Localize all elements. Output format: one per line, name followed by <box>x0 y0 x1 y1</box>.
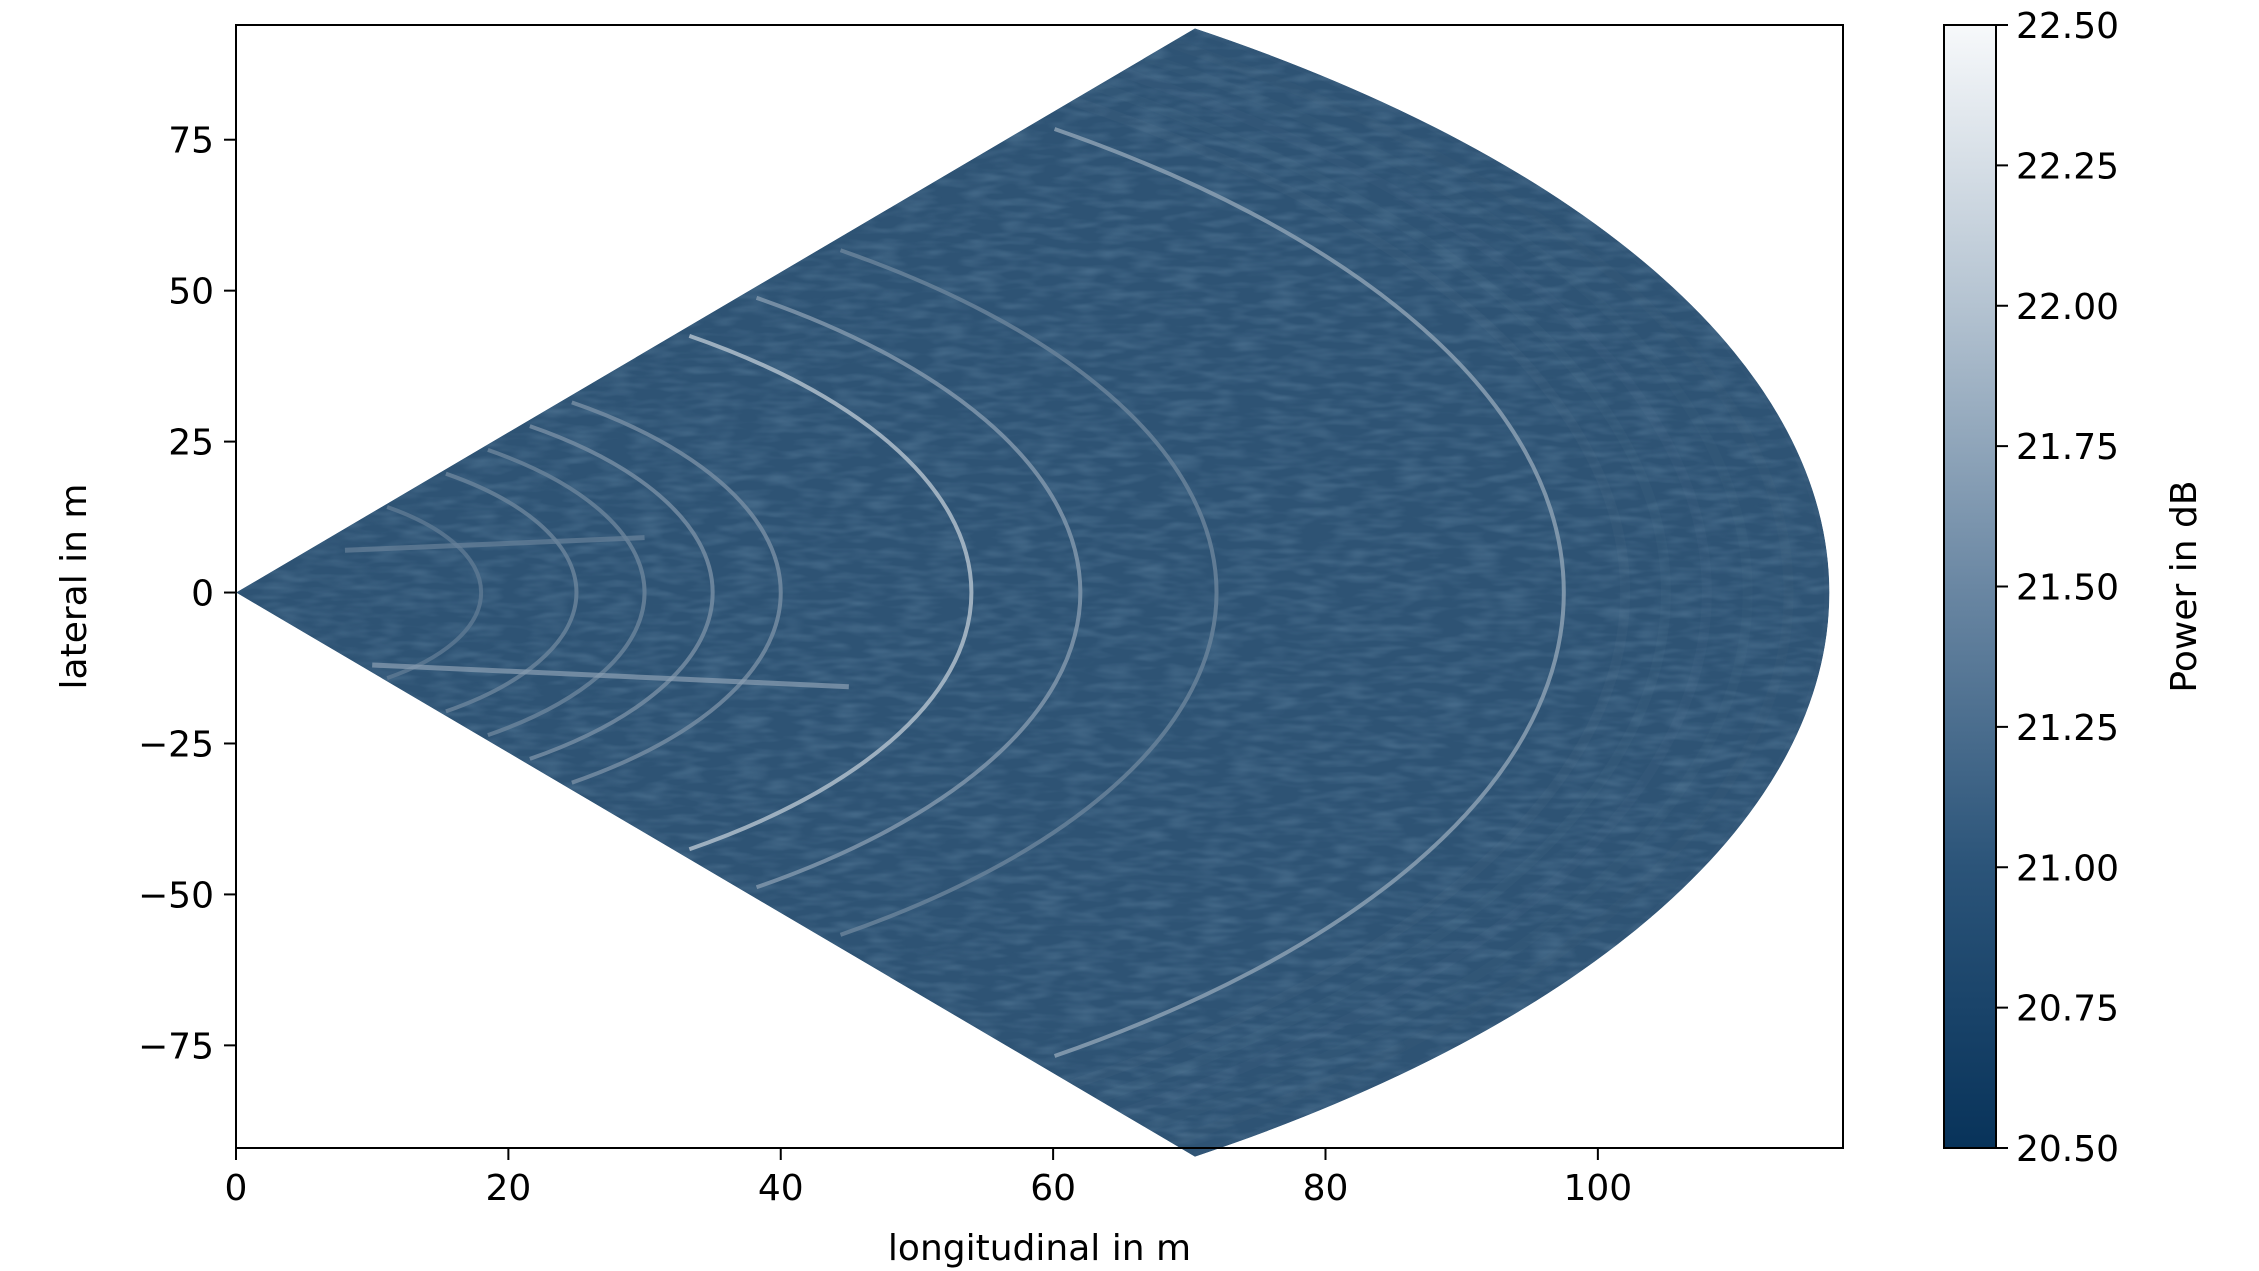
colorbar-tick-label: 22.00 <box>2016 287 2119 328</box>
plot-area <box>235 24 1844 1157</box>
y-axis-ticks: 75 50 25 0 −25 −50 −75 <box>138 121 236 1067</box>
colorbar-tick-label: 21.00 <box>2016 848 2119 889</box>
y-tick-label: 50 <box>168 272 214 313</box>
y-tick-label: 75 <box>168 121 214 162</box>
x-tick-label: 100 <box>1564 1168 1633 1209</box>
y-tick-label: 25 <box>168 423 214 464</box>
x-tick-label: 20 <box>485 1168 531 1209</box>
bright-arc <box>445 471 579 714</box>
bright-arc <box>839 248 1219 937</box>
colorbar-tick-label: 20.75 <box>2016 989 2119 1030</box>
colorbar-tick-label: 21.75 <box>2016 427 2119 468</box>
colorbar-tick-label: 22.25 <box>2016 146 2119 187</box>
bright-arc <box>755 295 1083 890</box>
y-tick-label: −75 <box>138 1026 214 1067</box>
bright-arc <box>487 448 647 738</box>
plot-frame <box>235 24 1844 1149</box>
colorbar-tick-label: 21.50 <box>2016 568 2119 609</box>
x-axis-ticks: 0 20 40 60 80 100 <box>225 1148 1633 1209</box>
x-tick-label: 80 <box>1303 1168 1349 1209</box>
y-tick-label: −50 <box>138 875 214 916</box>
colorbar-gradient <box>1943 24 1997 1149</box>
bright-streak <box>372 662 849 690</box>
bright-streak <box>344 535 645 553</box>
colorbar-ticks: 22.50 22.25 22.00 21.75 21.50 21.25 21.00 20.75… <box>1996 6 2119 1170</box>
x-axis-label: longitudinal in m <box>888 1228 1191 1269</box>
bright-arc <box>688 333 974 852</box>
bright-arc <box>571 400 783 785</box>
colorbar-tick-label: 21.25 <box>2016 708 2119 749</box>
x-tick-label: 60 <box>1030 1168 1076 1209</box>
colorbar-tick-label: 22.50 <box>2016 6 2119 47</box>
x-tick-label: 0 <box>225 1168 248 1209</box>
bright-arc <box>1053 127 1566 1058</box>
bright-arc <box>529 424 715 761</box>
bright-arc <box>386 505 484 680</box>
colorbar-label: Power in dB <box>2164 480 2205 692</box>
y-tick-label: 0 <box>191 574 214 615</box>
colorbar-tick-label: 20.50 <box>2016 1129 2119 1170</box>
y-axis-label: lateral in m <box>54 484 95 690</box>
x-tick-label: 40 <box>758 1168 804 1209</box>
sector-texture <box>236 28 1830 1148</box>
y-tick-label: −25 <box>138 724 214 765</box>
radar-sector <box>236 28 1830 1157</box>
colorbar: 22.50 22.25 22.00 21.75 21.50 21.25 21.00 20.75… <box>1943 6 2205 1170</box>
